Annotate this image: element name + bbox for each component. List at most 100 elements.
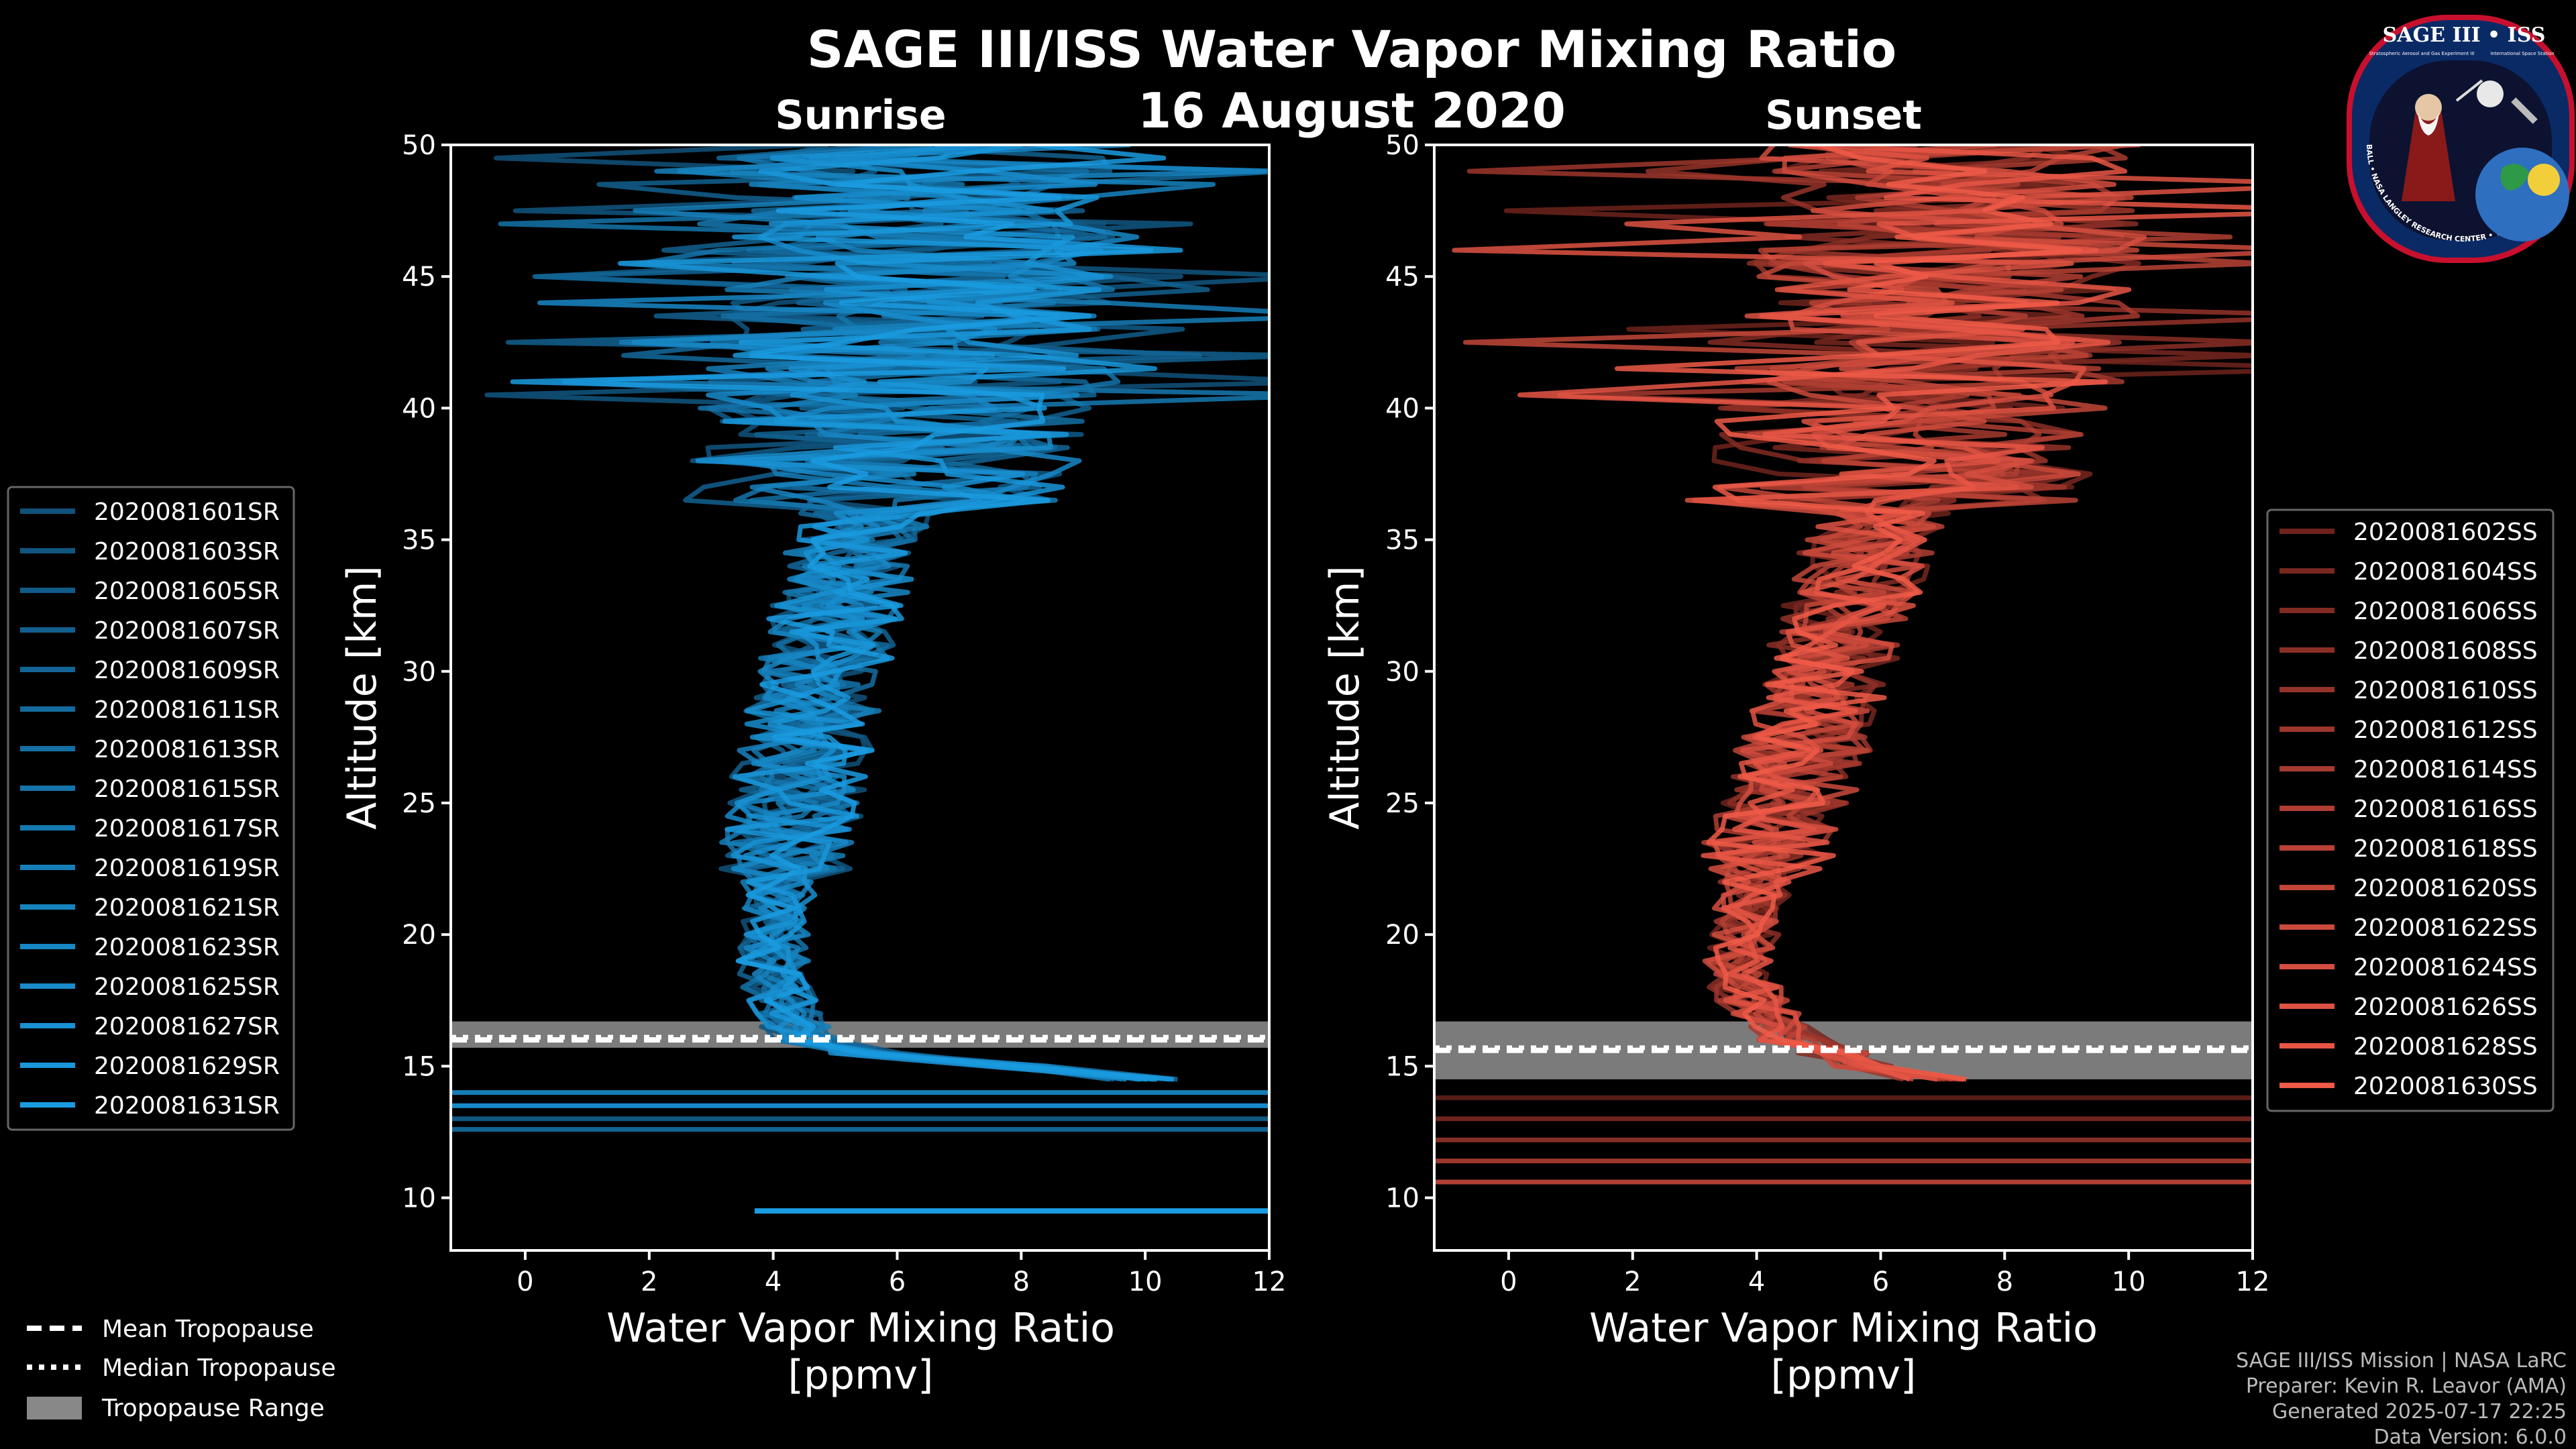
sunset-y-tick-label: 45 xyxy=(1385,262,1419,292)
sunrise-y-tick-label: 25 xyxy=(402,788,436,819)
sunrise-legend-label: 2020081619SR xyxy=(94,855,280,882)
sunrise-x-tick-label: 6 xyxy=(889,1267,906,1297)
logo-moon xyxy=(2477,80,2504,107)
sunset-legend-label: 2020081608SS xyxy=(2353,637,2538,665)
sunrise-y-tick-label: 50 xyxy=(402,130,436,161)
sunset-plot-frame xyxy=(1433,144,2254,1252)
sunrise-legend-label: 2020081607SR xyxy=(94,617,280,645)
sunset-legend-label: 2020081612SS xyxy=(2353,716,2538,744)
sunset-y-tick-label: 25 xyxy=(1385,788,1419,819)
tropopause-legend: Mean Tropopause Median Tropopause Tropop… xyxy=(27,1316,336,1422)
sunset-x-tick-label: 10 xyxy=(2112,1267,2146,1297)
sunrise-x-tick-label: 10 xyxy=(1128,1267,1163,1297)
logo-name: SAGE III • ISS xyxy=(2383,23,2546,47)
median-tropopause-label: Median Tropopause xyxy=(102,1354,336,1382)
sunset-legend-label: 2020081602SS xyxy=(2353,519,2538,546)
sunset-legend-label: 2020081614SS xyxy=(2353,756,2538,784)
sunrise-y-tick-label: 40 xyxy=(402,393,436,424)
sunrise-legend-label: 2020081625SR xyxy=(94,973,280,1001)
sunset-x-tick-label: 6 xyxy=(1872,1267,1889,1297)
sunrise-legend-label: 2020081621SR xyxy=(94,894,280,922)
sunset-x-axis-unit: [ppmv] xyxy=(1771,1352,1917,1399)
sunset-x-tick-label: 8 xyxy=(1996,1267,2013,1297)
sunset-profile-line xyxy=(1709,145,2253,1082)
figure-title: SAGE III/ISS Water Vapor Mixing Ratio xyxy=(807,19,1897,79)
credits: SAGE III/ISS Mission | NASA LaRC Prepare… xyxy=(2236,1349,2567,1449)
sunrise-legend-label: 2020081603SR xyxy=(94,538,280,566)
sunset-y-tick-label: 35 xyxy=(1385,525,1419,556)
sunset-legend-label: 2020081626SS xyxy=(2353,994,2538,1021)
sunset-legend-label: 2020081624SS xyxy=(2353,954,2538,981)
sunset-y-tick-label: 50 xyxy=(1385,130,1419,161)
logo-instrument-beam xyxy=(2455,79,2483,102)
logo-subtitle-left: Stratospheric Aerosol and Gas Experiment… xyxy=(2369,51,2474,56)
sunrise-legend-label: 2020081609SR xyxy=(94,657,280,684)
credit-generated: Generated 2025-07-17 22:25 xyxy=(2272,1400,2567,1424)
sunrise-y-tick-label: 15 xyxy=(402,1051,436,1082)
sunrise-x-tick-label: 2 xyxy=(641,1267,657,1297)
sunrise-legend-label: 2020081627SR xyxy=(94,1013,280,1040)
sunset-legend-label: 2020081606SS xyxy=(2353,598,2538,625)
sunrise-y-tick-label: 10 xyxy=(402,1183,436,1214)
sunset-legend-label: 2020081622SS xyxy=(2353,914,2538,942)
sunrise-x-tick-label: 4 xyxy=(765,1267,782,1297)
sunrise-y-tick-label: 45 xyxy=(402,262,436,292)
sunset-y-tick-label: 20 xyxy=(1385,920,1419,951)
sunset-y-tick-label: 30 xyxy=(1385,657,1419,688)
sunrise-profile-line xyxy=(510,145,1183,1082)
sunrise-y-tick-label: 35 xyxy=(402,525,436,556)
sunrise-legend-label: 2020081613SR xyxy=(94,736,280,763)
sunrise-legend-label: 2020081601SR xyxy=(94,498,280,526)
sunset-y-tick-label: 10 xyxy=(1385,1183,1419,1214)
sunset-panel-title: Sunset xyxy=(1765,92,1922,139)
sunrise-chart: 0 2 4 6 8 10 12 10 15 20 25 30 35 40 45 50 Water Vapor … xyxy=(339,130,1287,1399)
sunset-profile-line xyxy=(1517,145,2253,1082)
sunrise-legend-label: 2020081617SR xyxy=(94,815,280,843)
sunset-legend: 2020081602SS 2020081604SS 2020081606SS 2020… xyxy=(2266,508,2555,1112)
sunrise-y-tick-label: 20 xyxy=(402,920,436,951)
sage-iii-iss-logo: SAGE III • ISS Stratospheric Aerosol and… xyxy=(2347,15,2575,263)
sunset-legend-label: 2020081616SS xyxy=(2353,796,2538,823)
sunrise-legend-box xyxy=(7,486,295,1131)
sunrise-legend-label: 2020081615SR xyxy=(94,775,280,803)
sunrise-plot-frame xyxy=(449,144,1271,1252)
sunrise-legend-label: 2020081611SR xyxy=(94,696,280,724)
mean-tropopause-label: Mean Tropopause xyxy=(102,1316,314,1343)
tropopause-range-swatch xyxy=(27,1397,82,1419)
sunset-legend-label: 2020081604SS xyxy=(2353,558,2538,586)
credit-mission: SAGE III/ISS Mission | NASA LaRC xyxy=(2236,1349,2567,1373)
sunset-legend-label: 2020081610SS xyxy=(2353,677,2538,704)
credit-preparer: Preparer: Kevin R. Leavor (AMA) xyxy=(2246,1375,2567,1398)
sunrise-panel-title: Sunrise xyxy=(775,92,946,139)
sunrise-legend: 2020081601SR 2020081603SR 2020081605SR 2020… xyxy=(7,486,295,1131)
sunrise-legend-label: 2020081629SR xyxy=(94,1053,280,1080)
sunset-x-tick-label: 0 xyxy=(1500,1267,1517,1297)
sunset-y-tick-label: 40 xyxy=(1385,393,1419,424)
sunset-y-tick-label: 15 xyxy=(1385,1051,1419,1082)
logo-figure-robe xyxy=(2402,104,2455,201)
sunrise-x-tick-label: 0 xyxy=(517,1267,533,1297)
sunrise-legend-label: 2020081623SR xyxy=(94,934,280,961)
sunset-x-axis-label: Water Vapor Mixing Ratio xyxy=(1589,1305,2098,1352)
sunset-legend-label: 2020081628SS xyxy=(2353,1033,2538,1061)
sunrise-y-tick-label: 30 xyxy=(402,657,436,688)
sunrise-x-tick-label: 8 xyxy=(1013,1267,1030,1297)
logo-figure-head xyxy=(2415,94,2442,121)
sunset-profile-line xyxy=(1615,145,2108,1082)
logo-iss xyxy=(2511,97,2538,124)
tropopause-range-label: Tropopause Range xyxy=(101,1395,325,1422)
logo-sun xyxy=(2528,164,2560,196)
logo-earth xyxy=(2475,148,2569,241)
credit-data-version: Data Version: 6.0.0 xyxy=(2374,1426,2567,1449)
sunset-legend-label: 2020081630SS xyxy=(2353,1073,2538,1100)
sunrise-y-axis-label: Altitude [km] xyxy=(339,566,386,830)
logo-continent xyxy=(2500,164,2529,191)
sunset-legend-label: 2020081618SS xyxy=(2353,835,2538,863)
sunrise-x-axis-label: Water Vapor Mixing Ratio xyxy=(606,1305,1115,1352)
sunrise-x-axis-unit: [ppmv] xyxy=(788,1352,934,1399)
sunset-x-tick-label: 2 xyxy=(1624,1267,1641,1297)
sunset-legend-box xyxy=(2266,508,2555,1112)
sunrise-x-tick-label: 12 xyxy=(1252,1267,1287,1297)
sunrise-legend-label: 2020081631SR xyxy=(94,1092,280,1120)
sunrise-legend-label: 2020081605SR xyxy=(94,578,280,605)
